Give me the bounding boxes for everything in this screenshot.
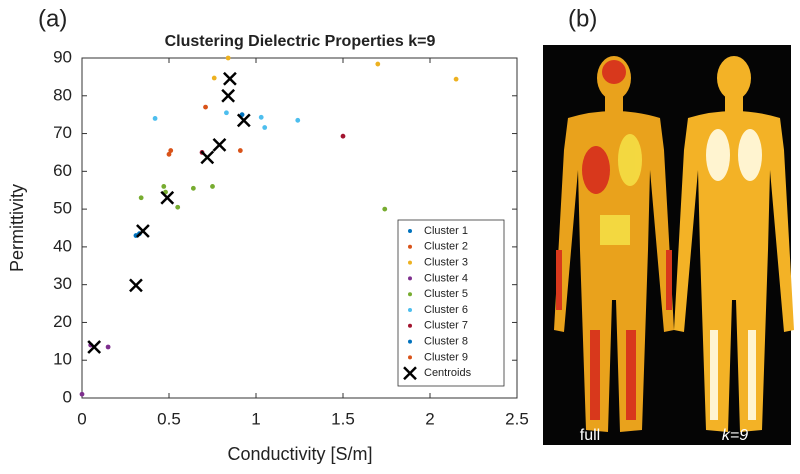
point	[203, 104, 208, 110]
point	[175, 204, 181, 210]
y-tick-label: 70	[53, 123, 72, 142]
centroid	[236, 113, 251, 128]
centroid	[136, 224, 150, 238]
centroid	[223, 71, 237, 86]
point	[262, 125, 268, 130]
point	[79, 391, 85, 397]
plot-area: 0 10 20 30 40 50 60 70 80 90 0 0.5 1 1.5 2 2.5 Cluster 1…	[53, 47, 529, 428]
x-tick-label: 1.5	[331, 409, 355, 428]
y-tick-label: 60	[53, 161, 72, 180]
legend-label: Cluster 8	[424, 336, 468, 348]
panel-label: (a)	[38, 5, 67, 32]
x-tick-label: 0	[77, 409, 86, 428]
centroid-stroke	[221, 88, 236, 103]
legend-label: Cluster 2	[424, 241, 468, 253]
point	[295, 117, 301, 123]
y-tick-label: 40	[53, 236, 72, 255]
image-caption: k=9	[722, 427, 748, 444]
x-tick-label: 2	[425, 409, 434, 428]
centroid-stroke	[200, 150, 215, 165]
centroid-stroke	[212, 138, 227, 152]
centroid-stroke	[223, 71, 237, 86]
legend-swatch	[408, 292, 412, 297]
legend-swatch	[408, 229, 412, 233]
centroid-stroke	[403, 366, 417, 381]
x-tick-label: 1	[251, 409, 260, 428]
legend-label: Cluster 5	[424, 288, 468, 300]
point	[190, 185, 196, 191]
centroid-stroke	[236, 113, 251, 128]
legend-label: Cluster 7	[424, 320, 468, 332]
point	[211, 75, 217, 81]
centroid	[160, 190, 175, 205]
y-tick-label: 90	[53, 47, 72, 66]
legend-label: Centroids	[424, 367, 472, 379]
y-tick-label: 10	[53, 350, 72, 369]
point	[138, 195, 144, 201]
point	[224, 110, 229, 116]
legend-label: Cluster 4	[424, 272, 468, 284]
legend-label: Cluster 9	[424, 351, 468, 363]
legend-label: Cluster 6	[424, 304, 468, 316]
legend-swatch	[408, 323, 412, 328]
legend-label: Cluster 3	[424, 257, 468, 269]
chart-title: Clustering Dielectric Properties k=9	[165, 33, 436, 50]
y-tick-label: 30	[53, 274, 72, 293]
body-image	[543, 45, 794, 445]
legend-swatch	[403, 366, 417, 381]
y-axis-label: Permittivity	[7, 184, 27, 272]
centroid	[200, 150, 215, 165]
x-tick-label: 0.5	[157, 409, 181, 428]
y-tick-label: 0	[63, 387, 72, 406]
legend-swatch	[408, 339, 412, 344]
y-tick-label: 50	[53, 199, 72, 218]
point	[225, 55, 231, 61]
x-tick-label: 2.5	[505, 409, 529, 428]
legend-swatch	[408, 276, 412, 281]
centroid-stroke	[129, 278, 143, 293]
y-tick-label: 20	[53, 312, 72, 331]
point	[237, 148, 243, 153]
point	[166, 151, 172, 157]
point	[382, 206, 388, 212]
y-tick-label: 80	[53, 85, 72, 104]
centroid	[129, 278, 143, 293]
point	[258, 114, 264, 120]
centroid-stroke	[136, 224, 150, 238]
legend: Cluster 1 Cluster 2 Cluster 3 Cluster 4 Clus…	[397, 219, 505, 387]
legend-box	[397, 219, 505, 387]
point	[152, 116, 158, 121]
x-axis-label: Conductivity [S/m]	[227, 444, 372, 464]
legend-swatch	[408, 260, 412, 265]
centroid-stroke	[160, 190, 175, 205]
point	[340, 133, 346, 139]
point	[105, 344, 111, 350]
centroid-stroke	[87, 340, 102, 354]
centroid	[221, 88, 236, 103]
point	[168, 148, 174, 153]
point	[453, 76, 459, 82]
point	[375, 61, 381, 67]
legend-swatch	[408, 308, 412, 312]
centroid	[212, 138, 227, 152]
legend-swatch	[408, 355, 412, 360]
image-caption: full	[580, 427, 600, 444]
point	[161, 184, 167, 189]
panel-label: (b)	[568, 5, 597, 32]
legend-label: Cluster 1	[424, 225, 468, 237]
centroid	[87, 340, 102, 354]
point	[210, 184, 215, 189]
legend-swatch	[408, 244, 412, 249]
